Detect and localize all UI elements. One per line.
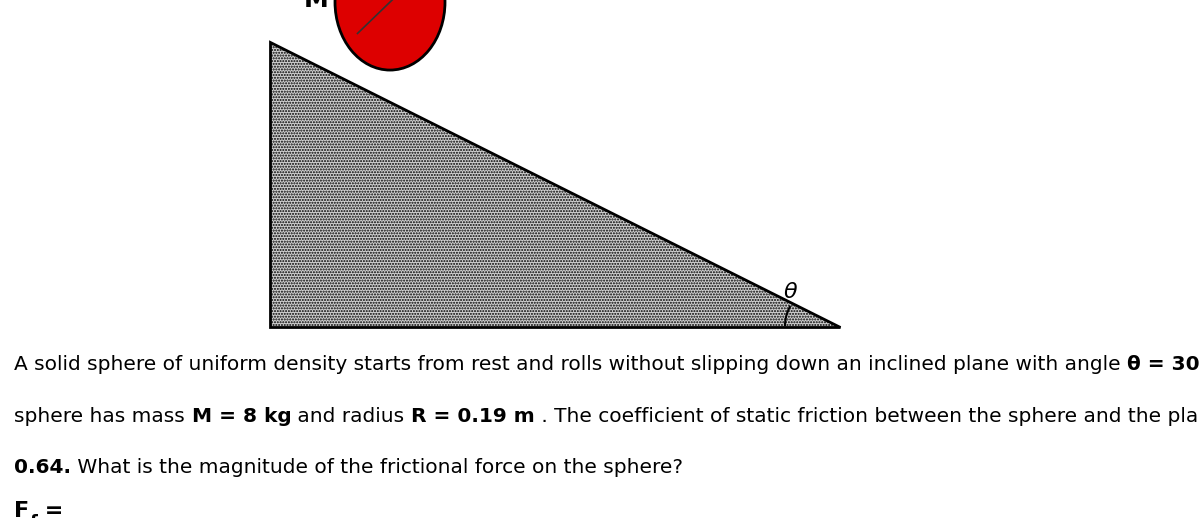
- Text: R = 0.19 m: R = 0.19 m: [410, 407, 534, 426]
- Text: sphere has mass: sphere has mass: [14, 407, 192, 426]
- Polygon shape: [270, 42, 840, 327]
- Text: f: f: [30, 514, 37, 518]
- Text: . The coefficient of static friction between the sphere and the plane is: . The coefficient of static friction bet…: [534, 407, 1200, 426]
- Text: =: =: [37, 501, 64, 518]
- Text: F: F: [14, 501, 30, 518]
- Text: 0.64.: 0.64.: [14, 458, 72, 478]
- Text: A solid sphere of uniform density starts from rest and rolls without slipping do: A solid sphere of uniform density starts…: [14, 355, 1128, 374]
- Text: What is the magnitude of the frictional force on the sphere?: What is the magnitude of the frictional …: [72, 458, 684, 478]
- Text: θ: θ: [784, 282, 797, 302]
- Text: and radius: and radius: [292, 407, 410, 426]
- Text: M: M: [304, 0, 328, 12]
- Ellipse shape: [335, 0, 445, 70]
- Text: M = 8 kg: M = 8 kg: [192, 407, 292, 426]
- Text: θ = 30º: θ = 30º: [1128, 355, 1200, 374]
